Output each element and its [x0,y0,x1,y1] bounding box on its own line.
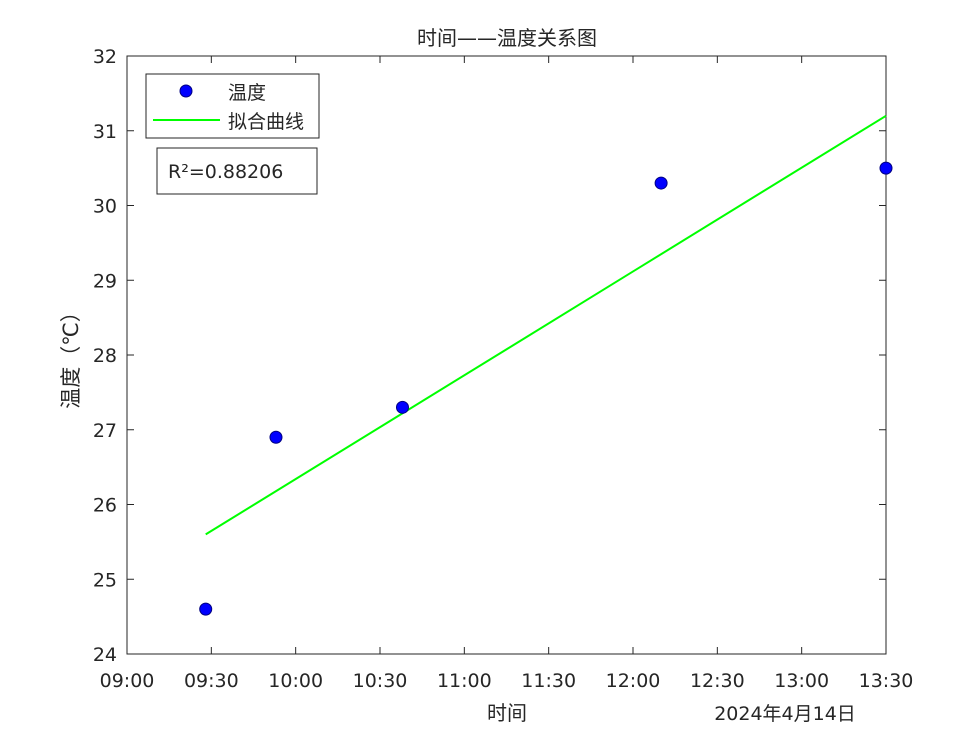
data-point [879,161,893,175]
x-axis: 09:00 09:30 10:00 10:30 11:00 11:30 12:00 12:30… [100,56,914,692]
r-squared-text: R²=0.88206 [168,161,283,183]
x-tick-label: 11:00 [437,670,492,692]
y-tick-label: 29 [93,270,117,292]
legend-marker-icon [179,84,193,98]
data-point [395,400,409,414]
x-tick-label: 09:30 [184,670,239,692]
chart-title: 时间——温度关系图 [417,26,597,50]
y-axis: 24 25 26 27 28 29 30 31 32 [93,46,886,666]
x-tick-label: 13:30 [859,670,914,692]
x-tick-label: 10:00 [268,670,323,692]
legend-label-temperature: 温度 [228,82,266,104]
y-tick-label: 30 [93,196,117,218]
y-tick-label: 31 [93,121,117,143]
data-point [199,602,213,616]
y-tick-label: 25 [93,569,117,591]
x-axis-label: 时间 [487,701,527,725]
r-squared-annotation: R²=0.88206 [156,147,318,195]
y-tick-label: 27 [93,420,117,442]
data-point [269,430,283,444]
legend-label-fit: 拟合曲线 [228,111,304,133]
series-layer [199,114,893,616]
x-tick-label: 11:30 [521,670,576,692]
x-tick-label: 09:00 [100,670,155,692]
data-point [654,176,668,190]
legend-box [145,73,320,139]
x-tick-label: 13:00 [774,670,829,692]
legend: 温度 拟合曲线 [145,73,320,139]
y-tick-label: 32 [93,46,117,68]
fit-line [205,114,887,536]
x-tick-label: 10:30 [353,670,408,692]
annotation-box [156,147,318,195]
x-tick-label: 12:30 [690,670,745,692]
y-axis-label: 温度（℃） [59,301,83,409]
y-tick-label: 24 [93,644,117,666]
y-tick-label: 28 [93,345,117,367]
date-label: 2024年4月14日 [714,703,856,725]
y-tick-label: 26 [93,495,117,517]
x-tick-label: 12:00 [606,670,661,692]
